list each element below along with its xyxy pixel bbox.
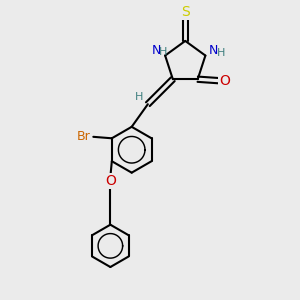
- Text: N: N: [152, 44, 162, 57]
- Text: H: H: [135, 92, 143, 102]
- Text: H: H: [217, 48, 225, 58]
- Text: N: N: [209, 44, 218, 57]
- Text: S: S: [181, 4, 190, 19]
- Text: H: H: [159, 47, 167, 57]
- Text: Br: Br: [77, 130, 91, 143]
- Text: O: O: [105, 174, 116, 188]
- Text: O: O: [219, 74, 230, 88]
